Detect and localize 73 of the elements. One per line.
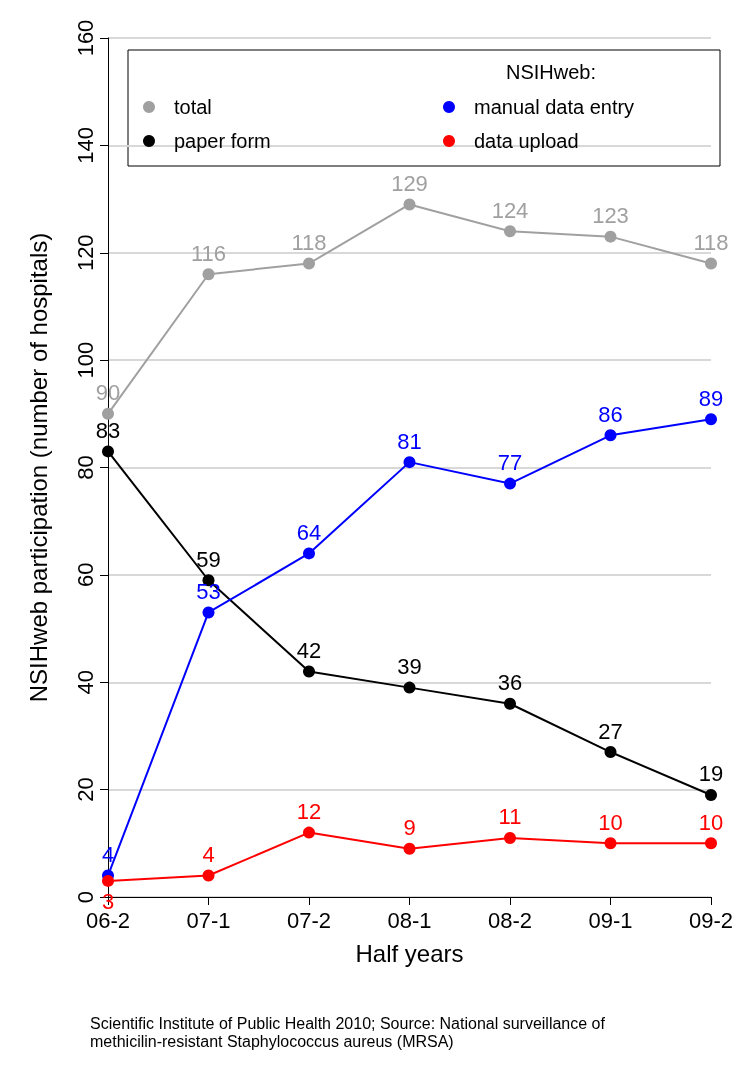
- y-tick-label: 140: [72, 127, 98, 164]
- point: [102, 407, 114, 420]
- point: [202, 268, 215, 281]
- data-label: 89: [698, 385, 724, 411]
- y-tick-label: 40: [72, 670, 98, 695]
- data-label: 118: [693, 229, 729, 255]
- data-label: 12: [296, 799, 322, 825]
- point: [202, 869, 215, 882]
- y-tick-label: 120: [72, 234, 98, 272]
- point: [604, 746, 617, 759]
- data-label: 81: [397, 428, 422, 454]
- data-label: 53: [196, 578, 221, 604]
- data-label: 77: [497, 450, 523, 476]
- point: [604, 429, 617, 442]
- point: [403, 456, 416, 469]
- point: [705, 257, 717, 270]
- point: [403, 681, 416, 694]
- legend-label: total: [174, 96, 212, 118]
- y-tick-label: 0: [72, 890, 98, 904]
- x-axis-title: Half years: [355, 939, 464, 967]
- data-label: 59: [196, 546, 221, 572]
- y-tick-label: 100: [72, 341, 98, 379]
- data-label: 116: [190, 240, 227, 266]
- point: [604, 837, 617, 850]
- legend-label: data upload: [474, 130, 579, 152]
- point: [504, 477, 516, 490]
- y-tick-label: 160: [72, 19, 98, 57]
- data-label: 123: [592, 203, 629, 229]
- data-label: 27: [598, 718, 623, 744]
- data-label: 11: [498, 804, 522, 830]
- x-tick-label: 09-1: [588, 907, 633, 933]
- x-tick-label: 08-2: [487, 907, 533, 933]
- point: [403, 198, 416, 211]
- legend-title: NSIHweb:: [506, 61, 597, 83]
- legend-label: paper form: [174, 130, 271, 152]
- point: [705, 789, 717, 801]
- point: [504, 697, 516, 710]
- point: [303, 665, 315, 678]
- point: [202, 606, 215, 619]
- data-label: 39: [397, 654, 422, 680]
- data-label: 9: [403, 815, 416, 841]
- data-label: 19: [698, 761, 724, 787]
- point: [403, 842, 416, 855]
- data-label: 86: [598, 401, 623, 427]
- data-label: 124: [491, 197, 529, 223]
- y-tick-label: 20: [72, 777, 98, 802]
- point: [303, 257, 315, 270]
- data-label: 10: [698, 809, 724, 835]
- text: Scientific Institute of Public Health 2010; Source: National surveillance of methicilin-resistant Staphylococcus aureus (MRSA): [90, 1014, 610, 1050]
- y-tick-label: 80: [72, 455, 98, 480]
- point: [303, 547, 315, 560]
- legend-label: manual data entry: [474, 96, 635, 118]
- point: [705, 837, 717, 850]
- x-tick-label: 08-1: [387, 907, 432, 933]
- data-label: 129: [391, 170, 428, 196]
- y-tick-label: 60: [72, 562, 98, 588]
- data-label: 118: [291, 229, 327, 255]
- point: [504, 225, 516, 238]
- point: [102, 445, 114, 458]
- point: [303, 826, 315, 839]
- x-tick-label: 07-1: [186, 907, 231, 933]
- y-axis-title: NSIHweb participation (number of hospitals): [24, 232, 52, 703]
- data-label: 64: [296, 519, 322, 545]
- point: [102, 874, 114, 887]
- data-label: 36: [497, 670, 523, 696]
- x-tick-label: 09-2: [688, 907, 734, 933]
- x-tick-label: 07-2: [286, 907, 332, 933]
- data-label: 10: [598, 809, 623, 835]
- point: [604, 230, 617, 243]
- data-label: 4: [202, 842, 215, 868]
- point: [705, 413, 717, 426]
- point: [504, 831, 516, 844]
- data-label: 42: [296, 638, 322, 664]
